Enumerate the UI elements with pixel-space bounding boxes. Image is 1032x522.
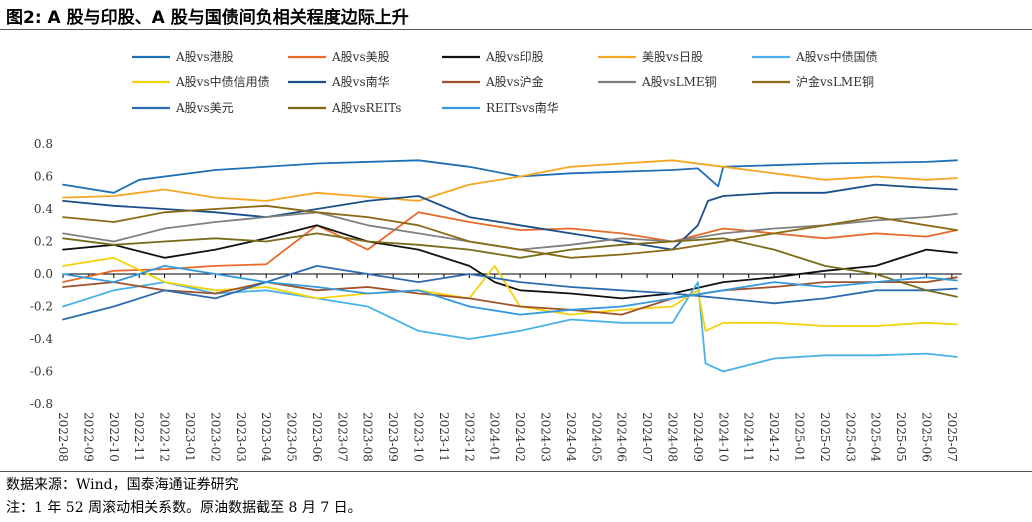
x-tick-label: 2023-09 [386,412,400,462]
legend-label: A股vs中债国债 [795,49,878,64]
x-tick-label: 2022-08 [56,412,70,462]
legend-label: A股vs沪金 [485,74,544,89]
y-tick-label: -0.4 [30,332,54,346]
series-line [62,256,958,332]
x-tick-label: 2024-01 [488,412,502,462]
x-tick-label: 2025-01 [792,412,806,462]
series-line [62,159,958,202]
chart-title: 图2: A 股与印股、A 股与国债间负相关程度边际上升 [6,8,409,28]
line-chart: A股vs港股 A股vs美股 A股vs印股 美股vs日股 A股vs中债国债 A股vs中债信用… [30,49,962,462]
x-tick-label: 2025-03 [843,412,857,462]
legend-label: A股vs港股 [175,50,234,64]
series-line [62,183,958,251]
legend-label: 沪金vsLME铜 [796,74,874,89]
x-tick-label: 2023-02 [208,412,222,462]
title-rule [0,29,1032,30]
legend-label: A股vs美股 [331,50,390,64]
x-tick-label: 2023-01 [183,412,197,462]
x-tick-label: 2023-12 [462,412,476,462]
y-tick-label: -0.2 [30,300,53,314]
x-tick-label: 2025-02 [818,412,832,462]
x-tick-label: 2023-07 [335,412,349,462]
x-tick-label: 2023-05 [285,412,299,462]
legend-label: 美股vs日股 [642,50,703,64]
series-line [62,159,958,194]
y-tick-label: 0.6 [34,170,53,184]
y-tick-label: 0.0 [34,267,53,281]
x-tick-label: 2022-11 [132,412,146,462]
series-line [62,211,958,283]
x-tick-label: 2025-05 [894,412,908,462]
x-tick-label: 2024-05 [589,412,603,462]
x-tick-label: 2023-03 [234,412,248,462]
x-tick-label: 2023-08 [361,412,375,462]
x-tick-label: 2024-04 [564,412,578,462]
x-tick-label: 2023-06 [310,412,324,462]
legend-label: A股vs南华 [331,74,390,89]
series-line [62,276,958,316]
x-tick-label: 2024-08 [665,412,679,462]
y-tick-label: -0.8 [30,397,53,411]
x-tick-label: 2023-11 [437,412,451,462]
x-tick-label: 2024-03 [539,412,553,462]
footnote-text: 注：1 年 52 周滚动相关系数。原油数据截至 8 月 7 日。 [6,500,362,516]
legend: A股vs港股 A股vs美股 A股vs印股 美股vs日股 A股vs中债国债 A股vs中债信用… [132,49,878,115]
y-tick-label: 0.4 [34,202,53,216]
x-tick-label: 2022-12 [158,412,172,462]
series-line [62,211,958,251]
x-tick-label: 2024-09 [691,412,705,462]
legend-label: A股vsREITs [331,101,401,115]
x-tick-label: 2024-12 [767,412,781,462]
x-tick-label: 2023-10 [412,412,426,462]
legend-label: REITsvs南华 [486,100,559,115]
legend-label: A股vs美元 [175,101,234,115]
y-tick-label: 0.8 [34,137,53,151]
source-rule [0,471,1032,472]
x-tick-label: 2024-06 [615,412,629,462]
x-tick-label: 2024-02 [513,412,527,462]
x-tick-label: 2024-10 [716,412,730,462]
legend-label: A股vs中债信用债 [175,74,270,89]
x-tick-label: 2024-07 [640,412,654,462]
x-tick-label: 2025-06 [919,412,933,462]
x-tick-label: 2025-07 [945,412,959,462]
y-tick-label: 0.2 [34,235,53,249]
series-line [62,265,958,321]
data-source-text: 数据来源：Wind，国泰海通证券研究 [6,477,239,493]
x-tick-label: 2024-11 [742,412,756,462]
y-tick-label: -0.6 [30,365,53,379]
x-tick-label: 2022-10 [107,412,121,462]
x-tick-label: 2022-09 [81,412,95,462]
x-tick-label: 2025-04 [869,412,883,462]
legend-label: A股vsLME铜 [641,74,717,89]
x-tick-label: 2023-04 [259,412,273,462]
series-line [62,204,958,259]
legend-label: A股vs印股 [485,50,544,64]
series-line [62,265,958,316]
series-lines [62,159,958,373]
series-line [62,232,958,298]
